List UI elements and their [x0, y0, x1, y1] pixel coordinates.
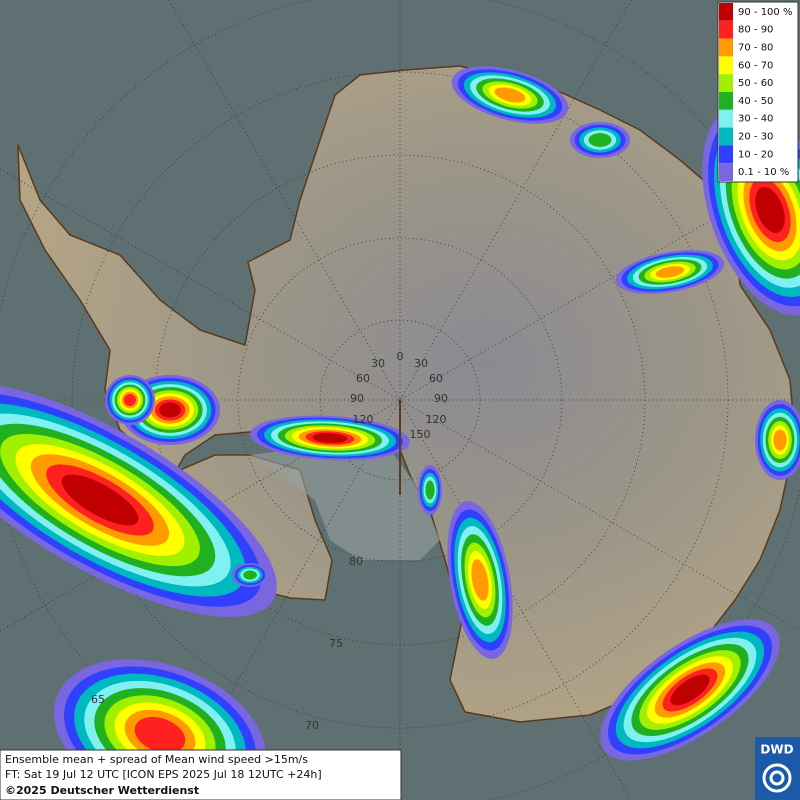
- lat-label: 70: [305, 719, 319, 732]
- legend-swatch: [719, 109, 733, 128]
- lon-label: 120: [426, 413, 447, 426]
- legend-swatch: [719, 56, 733, 75]
- legend-swatch: [719, 20, 733, 39]
- caption-box: [0, 749, 402, 800]
- lat-label: 80: [349, 555, 363, 568]
- logo-text: DWD: [760, 743, 793, 757]
- wind-field: [655, 266, 685, 278]
- legend-swatch: [719, 74, 733, 92]
- wind-field: [61, 474, 139, 526]
- legend-label: 20 - 30: [738, 132, 773, 143]
- wind-field: [773, 429, 787, 451]
- lon-label: 120: [353, 413, 374, 426]
- wind-field: [670, 674, 710, 706]
- legend-swatch: [719, 92, 733, 110]
- legend-label: 70 - 80: [738, 43, 773, 54]
- wind-field: [755, 187, 785, 233]
- legend-swatch: [719, 127, 733, 146]
- caption-line: FT: Sat 19 Jul 12 UTC [ICON EPS 2025 Jul…: [5, 768, 322, 781]
- lon-label: 150: [410, 428, 431, 441]
- legend-swatch: [719, 145, 733, 164]
- wind-field: [134, 716, 186, 754]
- legend: 90 - 100 % 80 - 90 70 - 80 60 - 70 50 - 60 40…: [717, 1, 799, 183]
- lon-label: 30: [414, 357, 428, 370]
- legend-swatch: [719, 38, 733, 57]
- lon-label: 0: [397, 350, 404, 363]
- wind-field: [159, 402, 181, 418]
- graticule-labels: 0 30 30 60 60 90 90 120 120 150 80 75 70…: [91, 350, 448, 732]
- caption-line: ©2025 Deutscher Wetterdienst: [5, 784, 199, 797]
- wind-field: [124, 394, 136, 406]
- ross-ice-shelf: [250, 445, 440, 560]
- lon-label: 60: [429, 372, 443, 385]
- legend-label: 90 - 100 %: [738, 7, 792, 18]
- legend-label: 80 - 90: [738, 25, 773, 36]
- wind-field: [471, 559, 489, 601]
- dwd-logo: DWD: [755, 737, 800, 800]
- legend-label: 0.1 - 10 %: [738, 167, 789, 178]
- wind-field: [243, 570, 257, 580]
- wind-field: [494, 87, 526, 103]
- lon-label: 90: [434, 392, 448, 405]
- legend-swatch: [719, 3, 733, 21]
- legend-label: 10 - 20: [738, 149, 773, 160]
- lat-label: 75: [329, 637, 343, 650]
- legend-swatch: [719, 163, 733, 181]
- lon-label: 60: [356, 372, 370, 385]
- logo-swirl: [769, 770, 785, 786]
- caption-line: Ensemble mean + spread of Mean wind spee…: [5, 753, 308, 766]
- wind-field: [425, 480, 435, 500]
- lon-label: 30: [371, 357, 385, 370]
- logo-swirl: [762, 763, 792, 793]
- legend-label: 60 - 70: [738, 60, 773, 71]
- legend-label: 40 - 50: [738, 96, 773, 107]
- wind-field: [588, 133, 612, 147]
- legend-label: 30 - 40: [738, 114, 773, 125]
- wind-field: [312, 433, 348, 443]
- legend-label: 50 - 60: [738, 78, 773, 89]
- lon-label: 90: [350, 392, 364, 405]
- caption: Ensemble mean + spread of Mean wind spee…: [0, 749, 402, 800]
- lat-label: 65: [91, 693, 105, 706]
